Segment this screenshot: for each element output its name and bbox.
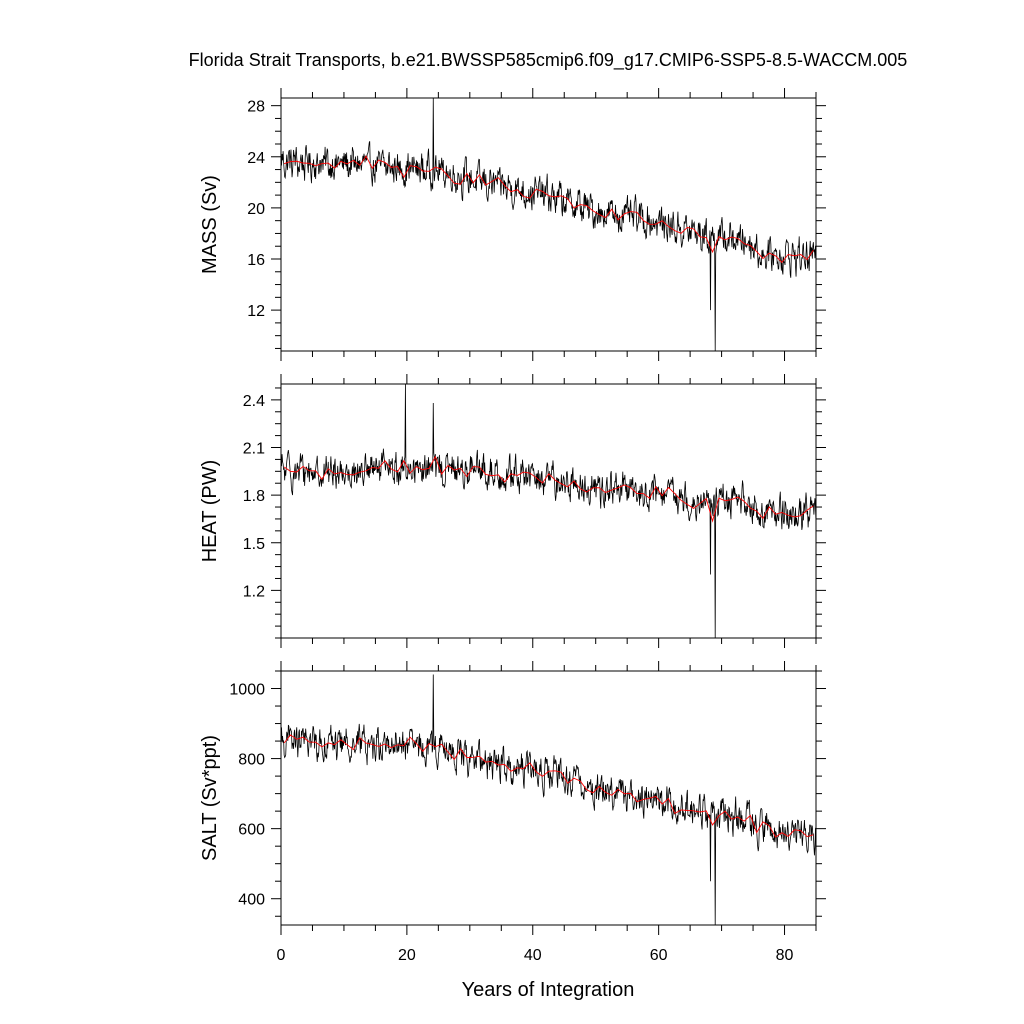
series-monthly-line [280,97,817,352]
y-tick-label: 400 [238,892,265,909]
y-tick-label: 28 [247,99,265,116]
y-axis-label: HEAT (PW) [199,460,221,563]
plot-frame [280,97,817,352]
plot-frame [280,670,817,926]
chart-title: Florida Strait Transports, b.e21.BWSSP58… [189,50,908,71]
series-annual-mean-line [283,734,814,838]
panel-1: 1.2 1.5 1.8 2.1 2.4 HEAT (PW) [199,374,826,648]
plot-frame [280,383,817,639]
x-tick-label: 60 [650,947,668,964]
y-tick-label: 1.5 [243,536,265,553]
series-monthly-line [280,383,817,639]
y-tick-label: 2.1 [243,441,265,458]
series-monthly-line [280,674,817,926]
panels: 12 16 20 24 28 MASS (Sv) 1.2 1.5 1.8 2.1 2.4 HEAT (… [199,88,826,964]
y-tick-label: 12 [247,303,265,320]
x-axis-label: Years of Integration [462,979,635,1001]
y-tick-label: 800 [238,752,265,769]
x-tick-label: 80 [776,947,794,964]
panel-0: 12 16 20 24 28 MASS (Sv) [199,88,826,361]
y-axis-label: SALT (Sv*ppt) [199,735,221,861]
x-tick-label: 40 [524,947,542,964]
y-tick-label: 16 [247,252,265,269]
y-axis-label: MASS (Sv) [199,175,221,274]
x-tick-label: 20 [398,947,416,964]
y-tick-label: 1000 [229,682,265,699]
series-annual-mean-line [284,155,814,264]
y-tick-label: 1.2 [243,583,265,600]
series-annual-mean-line [283,455,814,523]
y-tick-label: 2.4 [243,393,265,410]
y-tick-label: 24 [247,150,265,167]
panel-2: 400 600 800 1000 0 20 40 60 80 SALT (Sv*ppt) [199,661,826,964]
y-tick-label: 1.8 [243,488,265,505]
y-tick-label: 20 [247,201,265,218]
x-tick-label: 0 [277,947,286,964]
y-tick-label: 600 [238,822,265,839]
